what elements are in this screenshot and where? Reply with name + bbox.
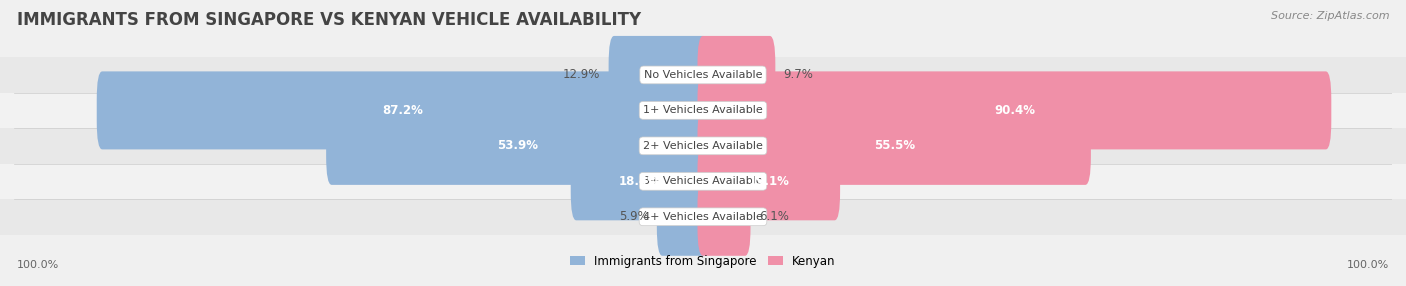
- FancyBboxPatch shape: [571, 142, 709, 220]
- Bar: [0, 57, 1406, 93]
- FancyBboxPatch shape: [697, 72, 1331, 149]
- Bar: [0, 93, 1406, 128]
- Text: Source: ZipAtlas.com: Source: ZipAtlas.com: [1271, 11, 1389, 21]
- Bar: [0, 128, 1406, 164]
- Text: 100.0%: 100.0%: [17, 260, 59, 270]
- Text: 19.1%: 19.1%: [748, 175, 789, 188]
- FancyBboxPatch shape: [326, 107, 709, 185]
- Legend: Immigrants from Singapore, Kenyan: Immigrants from Singapore, Kenyan: [571, 255, 835, 268]
- FancyBboxPatch shape: [697, 142, 841, 220]
- Text: 4+ Vehicles Available: 4+ Vehicles Available: [643, 212, 763, 222]
- Text: 18.4%: 18.4%: [619, 175, 661, 188]
- FancyBboxPatch shape: [657, 178, 709, 256]
- FancyBboxPatch shape: [97, 72, 709, 149]
- Text: 1+ Vehicles Available: 1+ Vehicles Available: [643, 106, 763, 115]
- Text: 5.9%: 5.9%: [619, 210, 648, 223]
- Text: 3+ Vehicles Available: 3+ Vehicles Available: [643, 176, 763, 186]
- Text: 90.4%: 90.4%: [994, 104, 1035, 117]
- Bar: [0, 199, 1406, 235]
- Text: 55.5%: 55.5%: [873, 139, 915, 152]
- Text: No Vehicles Available: No Vehicles Available: [644, 70, 762, 80]
- FancyBboxPatch shape: [697, 178, 751, 256]
- FancyBboxPatch shape: [697, 36, 775, 114]
- Text: 100.0%: 100.0%: [1347, 260, 1389, 270]
- FancyBboxPatch shape: [609, 36, 709, 114]
- Text: 6.1%: 6.1%: [759, 210, 789, 223]
- Text: 2+ Vehicles Available: 2+ Vehicles Available: [643, 141, 763, 151]
- Text: 12.9%: 12.9%: [562, 68, 600, 82]
- Text: IMMIGRANTS FROM SINGAPORE VS KENYAN VEHICLE AVAILABILITY: IMMIGRANTS FROM SINGAPORE VS KENYAN VEHI…: [17, 11, 641, 29]
- FancyBboxPatch shape: [697, 107, 1091, 185]
- Text: 87.2%: 87.2%: [382, 104, 423, 117]
- Bar: [0, 164, 1406, 199]
- Text: 53.9%: 53.9%: [496, 139, 538, 152]
- Text: 9.7%: 9.7%: [783, 68, 814, 82]
